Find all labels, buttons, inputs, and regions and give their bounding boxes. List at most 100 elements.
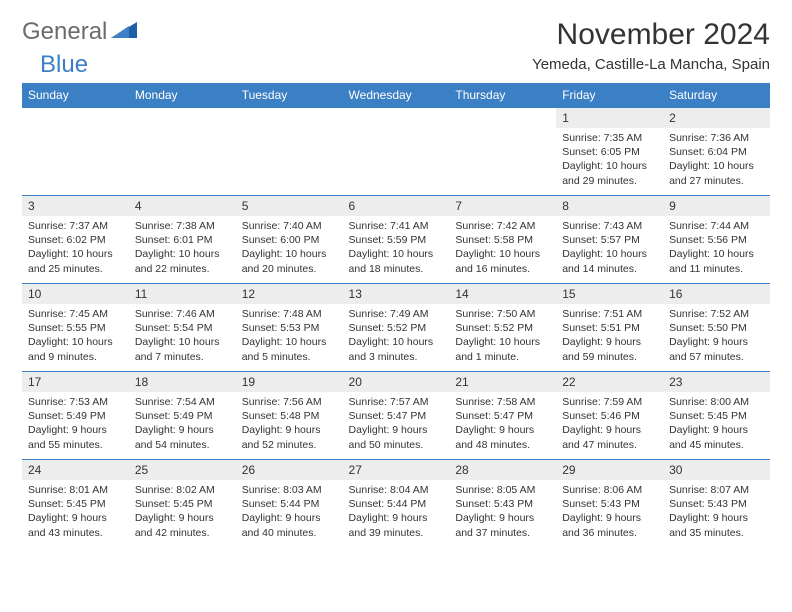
day-content: Sunrise: 7:41 AMSunset: 5:59 PMDaylight:… (343, 216, 450, 282)
day-cell-3: 3Sunrise: 7:37 AMSunset: 6:02 PMDaylight… (22, 196, 129, 284)
day-number: 17 (22, 372, 129, 392)
day-cell-17: 17Sunrise: 7:53 AMSunset: 5:49 PMDayligh… (22, 372, 129, 460)
day-content: Sunrise: 7:38 AMSunset: 6:01 PMDaylight:… (129, 216, 236, 282)
day-cell-5: 5Sunrise: 7:40 AMSunset: 6:00 PMDaylight… (236, 196, 343, 284)
day-number: 7 (449, 196, 556, 216)
day-number: 20 (343, 372, 450, 392)
day-content: Sunrise: 7:42 AMSunset: 5:58 PMDaylight:… (449, 216, 556, 282)
day-cell-27: 27Sunrise: 8:04 AMSunset: 5:44 PMDayligh… (343, 460, 450, 548)
day-number: 13 (343, 284, 450, 304)
logo-text-blue: Blue (40, 51, 88, 79)
day-number: 10 (22, 284, 129, 304)
day-cell-1: 1Sunrise: 7:35 AMSunset: 6:05 PMDaylight… (556, 108, 663, 196)
title-block: November 2024 Yemeda, Castille-La Mancha… (532, 18, 770, 73)
day-number: 29 (556, 460, 663, 480)
day-cell-15: 15Sunrise: 7:51 AMSunset: 5:51 PMDayligh… (556, 284, 663, 372)
day-cell-13: 13Sunrise: 7:49 AMSunset: 5:52 PMDayligh… (343, 284, 450, 372)
day-content: Sunrise: 7:51 AMSunset: 5:51 PMDaylight:… (556, 304, 663, 370)
day-content: Sunrise: 7:44 AMSunset: 5:56 PMDaylight:… (663, 216, 770, 282)
day-cell-2: 2Sunrise: 7:36 AMSunset: 6:04 PMDaylight… (663, 108, 770, 196)
day-cell-24: 24Sunrise: 8:01 AMSunset: 5:45 PMDayligh… (22, 460, 129, 548)
day-content: Sunrise: 8:01 AMSunset: 5:45 PMDaylight:… (22, 480, 129, 546)
empty-cell (343, 108, 450, 196)
day-header-monday: Monday (129, 83, 236, 108)
day-number: 2 (663, 108, 770, 128)
empty-cell (22, 108, 129, 196)
day-header-friday: Friday (556, 83, 663, 108)
week-row: 10Sunrise: 7:45 AMSunset: 5:55 PMDayligh… (22, 284, 770, 372)
day-number: 14 (449, 284, 556, 304)
day-cell-21: 21Sunrise: 7:58 AMSunset: 5:47 PMDayligh… (449, 372, 556, 460)
day-content: Sunrise: 7:48 AMSunset: 5:53 PMDaylight:… (236, 304, 343, 370)
day-cell-4: 4Sunrise: 7:38 AMSunset: 6:01 PMDaylight… (129, 196, 236, 284)
day-content: Sunrise: 7:40 AMSunset: 6:00 PMDaylight:… (236, 216, 343, 282)
day-content: Sunrise: 7:35 AMSunset: 6:05 PMDaylight:… (556, 128, 663, 194)
calendar-table: SundayMondayTuesdayWednesdayThursdayFrid… (22, 83, 770, 548)
day-content: Sunrise: 7:57 AMSunset: 5:47 PMDaylight:… (343, 392, 450, 458)
empty-cell (129, 108, 236, 196)
day-header-tuesday: Tuesday (236, 83, 343, 108)
day-content: Sunrise: 7:43 AMSunset: 5:57 PMDaylight:… (556, 216, 663, 282)
day-number: 15 (556, 284, 663, 304)
day-number: 22 (556, 372, 663, 392)
day-number: 30 (663, 460, 770, 480)
day-cell-28: 28Sunrise: 8:05 AMSunset: 5:43 PMDayligh… (449, 460, 556, 548)
day-header-wednesday: Wednesday (343, 83, 450, 108)
day-number: 1 (556, 108, 663, 128)
day-number: 28 (449, 460, 556, 480)
day-number: 6 (343, 196, 450, 216)
day-number: 3 (22, 196, 129, 216)
logo: General (22, 18, 139, 46)
day-number: 23 (663, 372, 770, 392)
day-cell-6: 6Sunrise: 7:41 AMSunset: 5:59 PMDaylight… (343, 196, 450, 284)
day-cell-18: 18Sunrise: 7:54 AMSunset: 5:49 PMDayligh… (129, 372, 236, 460)
day-content: Sunrise: 7:53 AMSunset: 5:49 PMDaylight:… (22, 392, 129, 458)
day-cell-23: 23Sunrise: 8:00 AMSunset: 5:45 PMDayligh… (663, 372, 770, 460)
day-number: 26 (236, 460, 343, 480)
day-number: 21 (449, 372, 556, 392)
day-header-saturday: Saturday (663, 83, 770, 108)
day-number: 5 (236, 196, 343, 216)
day-cell-10: 10Sunrise: 7:45 AMSunset: 5:55 PMDayligh… (22, 284, 129, 372)
day-cell-14: 14Sunrise: 7:50 AMSunset: 5:52 PMDayligh… (449, 284, 556, 372)
week-row: 24Sunrise: 8:01 AMSunset: 5:45 PMDayligh… (22, 460, 770, 548)
day-cell-26: 26Sunrise: 8:03 AMSunset: 5:44 PMDayligh… (236, 460, 343, 548)
day-content: Sunrise: 7:37 AMSunset: 6:02 PMDaylight:… (22, 216, 129, 282)
day-content: Sunrise: 7:54 AMSunset: 5:49 PMDaylight:… (129, 392, 236, 458)
day-content: Sunrise: 7:49 AMSunset: 5:52 PMDaylight:… (343, 304, 450, 370)
day-content: Sunrise: 7:56 AMSunset: 5:48 PMDaylight:… (236, 392, 343, 458)
day-content: Sunrise: 8:03 AMSunset: 5:44 PMDaylight:… (236, 480, 343, 546)
day-number: 24 (22, 460, 129, 480)
empty-cell (449, 108, 556, 196)
day-content: Sunrise: 8:02 AMSunset: 5:45 PMDaylight:… (129, 480, 236, 546)
day-content: Sunrise: 7:50 AMSunset: 5:52 PMDaylight:… (449, 304, 556, 370)
day-content: Sunrise: 8:05 AMSunset: 5:43 PMDaylight:… (449, 480, 556, 546)
day-number: 27 (343, 460, 450, 480)
week-row: 3Sunrise: 7:37 AMSunset: 6:02 PMDaylight… (22, 196, 770, 284)
day-cell-16: 16Sunrise: 7:52 AMSunset: 5:50 PMDayligh… (663, 284, 770, 372)
week-row: 1Sunrise: 7:35 AMSunset: 6:05 PMDaylight… (22, 108, 770, 196)
header: General November 2024 Yemeda, Castille-L… (22, 18, 770, 73)
location: Yemeda, Castille-La Mancha, Spain (532, 56, 770, 73)
day-content: Sunrise: 8:00 AMSunset: 5:45 PMDaylight:… (663, 392, 770, 458)
day-cell-7: 7Sunrise: 7:42 AMSunset: 5:58 PMDaylight… (449, 196, 556, 284)
day-content: Sunrise: 7:45 AMSunset: 5:55 PMDaylight:… (22, 304, 129, 370)
day-cell-19: 19Sunrise: 7:56 AMSunset: 5:48 PMDayligh… (236, 372, 343, 460)
day-cell-8: 8Sunrise: 7:43 AMSunset: 5:57 PMDaylight… (556, 196, 663, 284)
month-title: November 2024 (532, 18, 770, 52)
day-cell-11: 11Sunrise: 7:46 AMSunset: 5:54 PMDayligh… (129, 284, 236, 372)
day-content: Sunrise: 7:52 AMSunset: 5:50 PMDaylight:… (663, 304, 770, 370)
day-content: Sunrise: 7:59 AMSunset: 5:46 PMDaylight:… (556, 392, 663, 458)
day-cell-9: 9Sunrise: 7:44 AMSunset: 5:56 PMDaylight… (663, 196, 770, 284)
day-content: Sunrise: 7:46 AMSunset: 5:54 PMDaylight:… (129, 304, 236, 370)
day-content: Sunrise: 7:58 AMSunset: 5:47 PMDaylight:… (449, 392, 556, 458)
week-row: 17Sunrise: 7:53 AMSunset: 5:49 PMDayligh… (22, 372, 770, 460)
day-cell-12: 12Sunrise: 7:48 AMSunset: 5:53 PMDayligh… (236, 284, 343, 372)
day-header-row: SundayMondayTuesdayWednesdayThursdayFrid… (22, 83, 770, 108)
day-number: 9 (663, 196, 770, 216)
day-header-sunday: Sunday (22, 83, 129, 108)
day-cell-30: 30Sunrise: 8:07 AMSunset: 5:43 PMDayligh… (663, 460, 770, 548)
day-content: Sunrise: 7:36 AMSunset: 6:04 PMDaylight:… (663, 128, 770, 194)
day-number: 19 (236, 372, 343, 392)
day-cell-20: 20Sunrise: 7:57 AMSunset: 5:47 PMDayligh… (343, 372, 450, 460)
